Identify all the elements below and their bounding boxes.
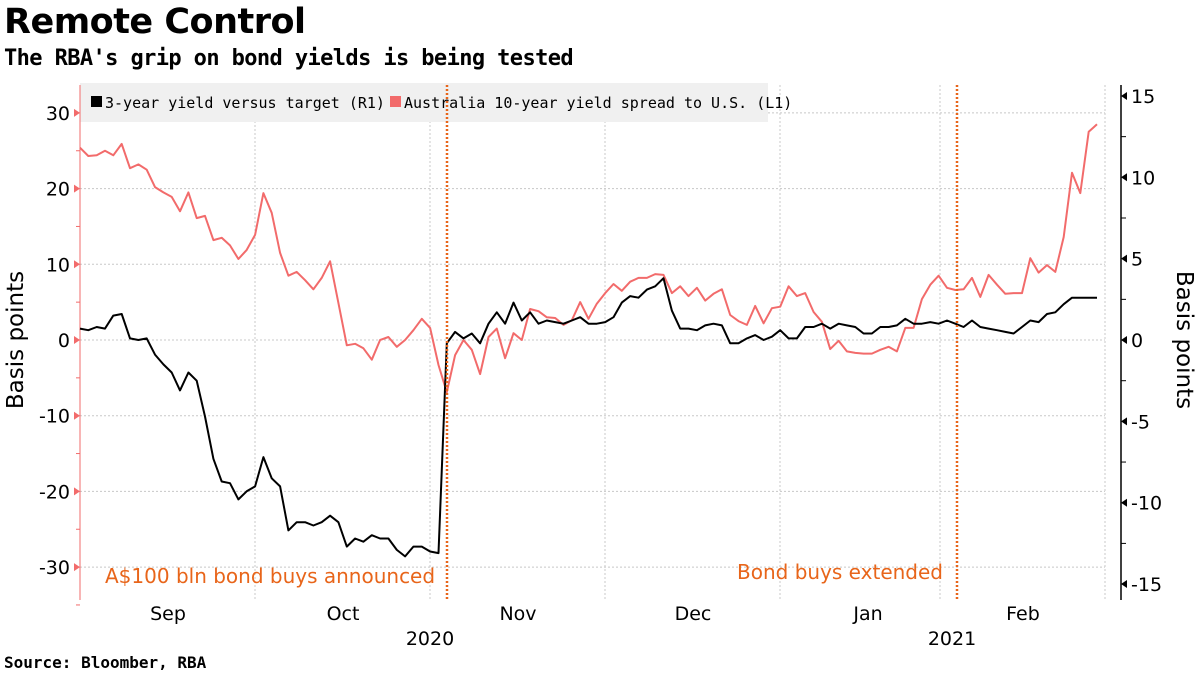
- source-note: Source: Bloomber, RBA: [4, 653, 207, 672]
- left-axis-tick: [74, 563, 80, 572]
- right-tick-label: 10: [1131, 167, 1155, 189]
- legend-label-spread: Australia 10-year yield spread to U.S. (…: [404, 94, 792, 112]
- left-axis-tick: [74, 108, 80, 117]
- left-axis-tick: [74, 411, 80, 420]
- left-axis-tick: [74, 184, 80, 193]
- left-tick-label: -10: [39, 406, 70, 428]
- left-tick-label: -20: [39, 481, 70, 503]
- left-axis-tick: [74, 487, 80, 496]
- right-axis-tick: [1121, 173, 1127, 182]
- left-tick-label: 20: [46, 179, 70, 201]
- right-axis-tick: [1121, 498, 1127, 507]
- left-axis-tick: [74, 336, 80, 344]
- x-year-label: 2021: [928, 628, 976, 650]
- legend-background: [80, 83, 768, 122]
- right-axis-tick: [1121, 336, 1127, 344]
- chart-title: Remote Control: [4, 2, 306, 42]
- spread-series-line: [79, 123, 1098, 394]
- right-axis-tick: [1121, 417, 1127, 426]
- legend-label-three-year: 3-year yield versus target (R1): [105, 94, 385, 112]
- x-month-label: Feb: [1006, 603, 1040, 625]
- left-axis-tick: [74, 260, 80, 269]
- right-axis-title: Basis points: [1171, 271, 1197, 409]
- left-tick-label: 30: [46, 103, 70, 125]
- right-tick-label: 0: [1131, 330, 1143, 352]
- x-month-label: Jan: [852, 603, 882, 625]
- right-tick-label: 15: [1131, 86, 1155, 108]
- right-tick-label: 5: [1131, 249, 1143, 271]
- left-tick-label: -30: [39, 557, 70, 579]
- gridlines: [80, 85, 1106, 600]
- annotation-label-bond-buys-extended: Bond buys extended: [737, 560, 943, 584]
- x-month-label: Dec: [675, 603, 712, 625]
- right-axis-tick: [1121, 254, 1127, 263]
- right-tick-label: -15: [1131, 574, 1162, 596]
- three-year-series-line: [79, 277, 1097, 558]
- left-tick-label: 10: [46, 254, 70, 276]
- x-month-label: Oct: [327, 603, 360, 625]
- left-axis-title: Basis points: [3, 271, 29, 409]
- right-tick-label: -5: [1131, 411, 1150, 433]
- right-tick-label: -10: [1131, 493, 1162, 515]
- legend-swatch-spread: [390, 96, 401, 107]
- chart-subtitle: The RBA's grip on bond yields is being t…: [4, 46, 574, 71]
- x-month-label: Nov: [499, 603, 536, 625]
- x-month-label: Sep: [150, 603, 186, 625]
- annotation-label-bond-buys-announced: A$100 bln bond buys announced: [105, 564, 435, 588]
- left-tick-label: 0: [58, 330, 70, 352]
- right-axis-tick: [1121, 580, 1127, 589]
- legend-swatch-three-year: [91, 96, 102, 107]
- right-axis-tick: [1121, 91, 1127, 100]
- x-year-label: 2020: [406, 628, 454, 650]
